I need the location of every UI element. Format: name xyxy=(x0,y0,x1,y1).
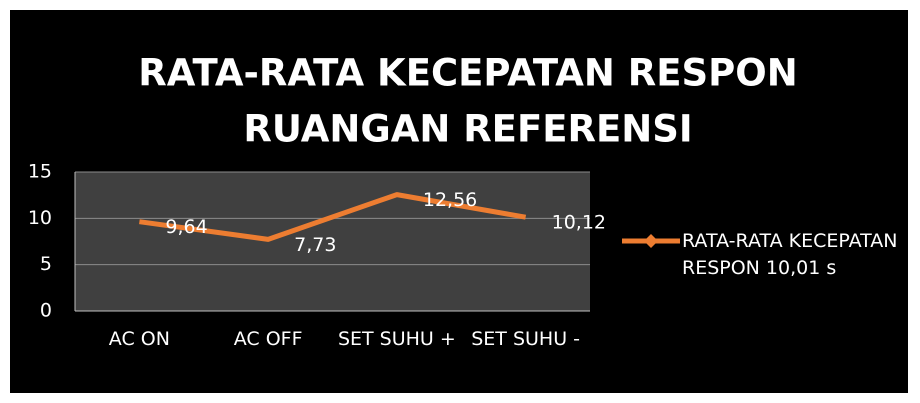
legend-marker xyxy=(644,234,658,248)
data-label: 9,64 xyxy=(165,216,207,238)
x-tick-label: AC OFF xyxy=(233,328,303,350)
x-tick-label: SET SUHU - xyxy=(471,328,581,350)
plot-area xyxy=(75,172,590,311)
chart-title: RUANGAN REFERENSI xyxy=(243,108,692,151)
x-tick-label: AC ON xyxy=(108,328,170,350)
data-label: 10,12 xyxy=(552,212,606,234)
legend-text: RATA-RATA KECEPATAN RESPON 10,01 s xyxy=(682,230,898,279)
y-tick-label: 5 xyxy=(40,253,52,275)
chart-title: RATA-RATA KECEPATAN RESPON xyxy=(138,52,797,95)
y-tick-label: 0 xyxy=(40,300,52,322)
data-label: 12,56 xyxy=(423,189,477,211)
data-line xyxy=(139,192,527,242)
data-label: 7,73 xyxy=(294,234,336,256)
y-tick-label: 15 xyxy=(28,161,52,183)
y-tick-label: 10 xyxy=(28,207,52,229)
x-tick-label: SET SUHU + xyxy=(337,328,456,350)
